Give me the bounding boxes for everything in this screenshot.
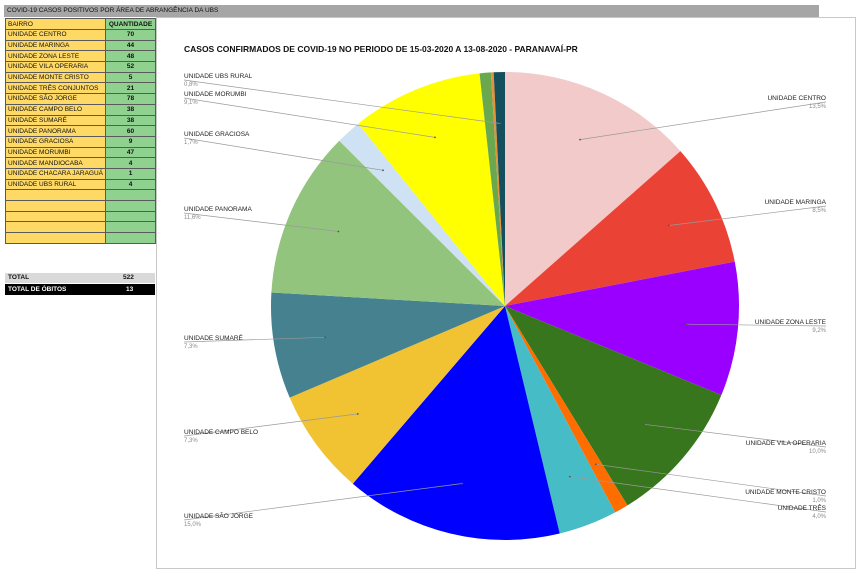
empty-cell bbox=[105, 232, 156, 244]
slice-percent: 10,0% bbox=[809, 449, 827, 455]
header-bairro: BAIRRO bbox=[5, 18, 106, 30]
slice-percent: 7,3% bbox=[184, 438, 198, 444]
slice-label: UNIDADE MONTE CRISTO bbox=[745, 489, 826, 496]
slice-percent: 8,5% bbox=[812, 208, 826, 214]
leader-dot bbox=[685, 323, 688, 326]
pie-slice bbox=[505, 72, 681, 306]
total-value: 522 bbox=[123, 274, 134, 281]
leader-line bbox=[643, 423, 827, 448]
pie-slice bbox=[479, 72, 505, 307]
leader-dot bbox=[337, 230, 340, 233]
slice-label: UNIDADE PANORAMA bbox=[184, 206, 252, 213]
pie-slice bbox=[271, 292, 505, 398]
leader-line bbox=[686, 323, 827, 327]
slice-percent: 1,0% bbox=[812, 498, 826, 504]
slice-label: UNIDADE MORUMBI bbox=[184, 91, 247, 98]
slice-percent: 1,7% bbox=[184, 140, 198, 146]
slice-label: UNIDADE ZONA LESTE bbox=[755, 319, 827, 326]
pie-slice bbox=[505, 306, 722, 506]
slice-percent: 0,8% bbox=[184, 82, 198, 88]
slice-label: UNIDADE CAMPO BELO bbox=[184, 429, 258, 436]
obitos-label: TOTAL DE ÓBITOS bbox=[8, 286, 67, 293]
slice-label: UNIDADE CENTRO bbox=[767, 95, 826, 102]
table-header-row: BAIRRO QUANTIDADE bbox=[5, 18, 156, 30]
total-label: TOTAL bbox=[8, 274, 30, 281]
empty-row bbox=[5, 232, 156, 244]
leader-dot bbox=[579, 138, 581, 141]
slice-percent: 9,2% bbox=[812, 328, 826, 334]
leader-line bbox=[579, 101, 827, 140]
pie-slice bbox=[505, 261, 740, 396]
leader-line bbox=[183, 137, 384, 171]
slice-label: UNIDADE UBS RURAL bbox=[184, 73, 253, 80]
cases-table: BAIRRO QUANTIDADE UNIDADE CENTRO 70 UNIDAD… bbox=[5, 18, 156, 244]
slice-label: UNIDADE SUMARÉ bbox=[184, 333, 244, 342]
pie-slice bbox=[505, 306, 616, 534]
pie-slice bbox=[505, 151, 735, 306]
slice-label: UNIDADE MARINGA bbox=[765, 199, 827, 206]
slice-percent: 13,5% bbox=[809, 104, 827, 110]
pie-slice bbox=[339, 123, 505, 306]
leader-dot bbox=[568, 475, 571, 478]
pie-slice bbox=[505, 306, 628, 513]
slice-percent: 9,1% bbox=[184, 100, 198, 106]
leader-dot bbox=[382, 169, 384, 172]
leader-dot bbox=[434, 136, 436, 139]
sheet-title: COVID-19 CASOS POSITIVOS POR ÁREA DE ABR… bbox=[4, 5, 819, 17]
pie-slice bbox=[490, 72, 505, 307]
obitos-row: TOTAL DE ÓBITOS 13 bbox=[5, 284, 155, 295]
pie-slice bbox=[352, 306, 560, 541]
pie-slice bbox=[271, 140, 505, 306]
slice-percent: 11,6% bbox=[184, 215, 201, 221]
slice-label: UNIDADE SÃO JORGE bbox=[184, 511, 254, 520]
leader-line bbox=[183, 413, 358, 437]
leader-dot bbox=[667, 224, 670, 227]
header-quantidade: QUANTIDADE bbox=[105, 18, 156, 30]
obitos-value: 13 bbox=[126, 286, 134, 293]
slice-percent: 7,3% bbox=[184, 344, 198, 350]
slice-percent: 15,0% bbox=[184, 522, 202, 528]
leader-line bbox=[183, 212, 339, 232]
leader-line bbox=[183, 97, 436, 138]
leader-dot bbox=[324, 336, 327, 339]
leader-line bbox=[569, 476, 827, 513]
slice-label: UNIDADE TRÊS bbox=[778, 503, 827, 512]
table-row: UNIDADE ZONA LESTE 48 bbox=[5, 50, 156, 63]
total-row: TOTAL 522 bbox=[5, 273, 155, 283]
leader-line bbox=[183, 336, 326, 343]
pie-slice bbox=[493, 71, 505, 307]
leader-dot bbox=[356, 413, 359, 415]
leader-line bbox=[183, 79, 501, 124]
leader-dot bbox=[594, 463, 597, 466]
leader-dot bbox=[499, 122, 502, 125]
slice-label: UNIDADE VILA OPERARIA bbox=[746, 440, 827, 447]
slice-percent: 4,0% bbox=[812, 514, 826, 520]
leader-line bbox=[183, 483, 463, 521]
leader-dot bbox=[643, 423, 645, 426]
leader-line bbox=[668, 205, 827, 226]
pie-slice bbox=[289, 306, 505, 484]
chart-title: CASOS CONFIRMADOS DE COVID-19 NO PERIODO… bbox=[184, 44, 578, 54]
leader-dot bbox=[461, 482, 464, 485]
pie-slice bbox=[358, 73, 505, 306]
slice-label: UNIDADE GRACIOSA bbox=[184, 131, 250, 138]
leader-line bbox=[595, 463, 827, 497]
